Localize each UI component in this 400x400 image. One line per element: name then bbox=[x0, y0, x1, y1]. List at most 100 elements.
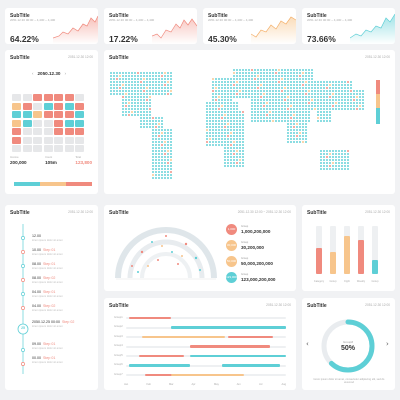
map-dot bbox=[224, 126, 226, 128]
calendar-day-cell[interactable] bbox=[43, 119, 53, 127]
gantt-bar[interactable] bbox=[170, 326, 286, 329]
calendar-day-cell[interactable] bbox=[22, 119, 32, 127]
gantt-bar[interactable] bbox=[145, 373, 184, 377]
calendar-day-cell[interactable] bbox=[33, 111, 42, 118]
map-dot bbox=[323, 99, 325, 101]
map-dot bbox=[305, 102, 307, 104]
gantt-bar[interactable] bbox=[129, 316, 171, 320]
prev-arrow-icon[interactable]: ‹ bbox=[306, 340, 309, 348]
calendar-grid[interactable] bbox=[12, 94, 86, 152]
timeline-item[interactable]: 08.00 Step 02 lorem ipsum dolor sit amet bbox=[32, 276, 62, 284]
calendar-day-cell[interactable] bbox=[54, 136, 63, 144]
calendar-day-cell[interactable] bbox=[75, 111, 84, 118]
calendar-day-cell[interactable] bbox=[64, 111, 74, 118]
prev-month-icon[interactable]: ‹ bbox=[31, 71, 34, 76]
map-dot bbox=[254, 93, 256, 95]
timeline-item[interactable]: 00.00 Step 01 lorem ipsum dolor sit amet bbox=[32, 356, 62, 364]
calendar-day-cell[interactable] bbox=[54, 111, 63, 118]
map-dot bbox=[146, 108, 148, 110]
calendar-day-cell[interactable] bbox=[75, 145, 84, 152]
calendar-day-cell[interactable] bbox=[12, 145, 21, 152]
calendar-day-cell[interactable] bbox=[43, 94, 53, 101]
map-dot bbox=[299, 129, 301, 131]
calendar-day-cell[interactable] bbox=[22, 102, 32, 110]
calendar-day-cell[interactable] bbox=[64, 119, 74, 127]
gantt-bar[interactable] bbox=[138, 354, 184, 358]
map-dot bbox=[218, 123, 220, 125]
map-dot bbox=[239, 93, 241, 95]
calendar-day-cell[interactable] bbox=[64, 136, 74, 144]
calendar-day-cell[interactable] bbox=[33, 145, 42, 152]
map-dot bbox=[323, 87, 325, 89]
calendar-day-cell[interactable] bbox=[22, 145, 32, 152]
map-dot bbox=[281, 84, 283, 86]
calendar-day-cell[interactable] bbox=[12, 111, 21, 118]
next-month-icon[interactable]: › bbox=[64, 71, 67, 76]
calendar-day-cell[interactable] bbox=[12, 136, 21, 144]
calendar-day-cell[interactable] bbox=[64, 94, 74, 101]
map-dot bbox=[131, 87, 133, 89]
gantt-bar[interactable] bbox=[170, 373, 245, 377]
calendar-day-cell[interactable] bbox=[64, 102, 74, 110]
kpi-subtitle: 2051.12.30 00:00 ~ 4,400 ~ 4,400 bbox=[208, 18, 254, 22]
map-dot bbox=[170, 84, 172, 86]
timeline-item[interactable]: 10.00 Step 01 lorem ipsum dolor sit amet bbox=[32, 248, 62, 256]
calendar-day-cell[interactable] bbox=[54, 128, 63, 135]
calendar-day-cell[interactable] bbox=[64, 145, 74, 152]
calendar-day-cell[interactable] bbox=[22, 94, 32, 101]
calendar-day-cell[interactable] bbox=[43, 111, 53, 118]
calendar-day-cell[interactable] bbox=[64, 128, 74, 135]
gantt-bar[interactable] bbox=[190, 345, 270, 348]
calendar-day-cell[interactable] bbox=[54, 145, 63, 152]
calendar-day-cell[interactable] bbox=[75, 128, 84, 135]
calendar-day-cell[interactable] bbox=[43, 136, 53, 144]
calendar-day-cell[interactable] bbox=[33, 128, 42, 135]
map-dot bbox=[155, 174, 157, 176]
calendar-day-cell[interactable] bbox=[12, 128, 21, 135]
calendar-day-cell[interactable] bbox=[75, 102, 84, 110]
calendar-day-cell[interactable] bbox=[54, 102, 63, 110]
calendar-day-cell[interactable] bbox=[43, 145, 53, 152]
calendar-day-cell[interactable] bbox=[75, 119, 84, 127]
map-dot bbox=[167, 72, 169, 74]
gantt-bar[interactable] bbox=[129, 364, 190, 367]
map-dot bbox=[323, 156, 325, 158]
calendar-day-cell[interactable] bbox=[22, 128, 32, 135]
map-dot bbox=[323, 102, 325, 104]
calendar-day-cell[interactable] bbox=[12, 94, 21, 101]
next-arrow-icon[interactable]: › bbox=[386, 340, 389, 348]
calendar-day-cell[interactable] bbox=[33, 102, 42, 110]
gantt-bar[interactable] bbox=[190, 354, 286, 358]
calendar-day-cell[interactable] bbox=[54, 119, 63, 127]
map-dot bbox=[152, 123, 154, 125]
timeline-item[interactable]: 08.00 Step 01 lorem ipsum dolor sit amet bbox=[32, 262, 62, 270]
map-dot bbox=[293, 93, 295, 95]
calendar-day-cell[interactable] bbox=[33, 94, 42, 101]
calendar-day-cell[interactable] bbox=[12, 119, 21, 127]
map-dot bbox=[167, 75, 169, 77]
gantt-bar[interactable] bbox=[228, 335, 274, 339]
calendar-day-cell[interactable] bbox=[54, 94, 63, 101]
map-dot bbox=[239, 129, 241, 131]
calendar-day-cell[interactable] bbox=[33, 136, 42, 144]
gantt-bar[interactable] bbox=[222, 364, 280, 367]
timeline-item[interactable]: 2050.12.25 00:00 Step 02 lorem ipsum dolor… bbox=[32, 320, 74, 328]
gantt-bar[interactable] bbox=[142, 335, 226, 339]
calendar-day-cell[interactable] bbox=[75, 94, 84, 101]
calendar-day-cell[interactable] bbox=[43, 128, 53, 135]
map-dot bbox=[278, 108, 280, 110]
map-dot bbox=[341, 162, 343, 164]
calendar-day-cell[interactable] bbox=[22, 111, 32, 118]
map-dot bbox=[125, 108, 127, 110]
map-dot bbox=[323, 93, 325, 95]
calendar-day-cell[interactable] bbox=[22, 136, 32, 144]
map-dot bbox=[143, 78, 145, 80]
timeline-item[interactable]: 04.00 Step 01 lorem ipsum dolor sit amet bbox=[32, 290, 62, 298]
timeline-item[interactable]: 12.00 lorem ipsum dolor sit amet bbox=[32, 234, 62, 242]
calendar-day-cell[interactable] bbox=[43, 102, 53, 110]
calendar-day-cell[interactable] bbox=[75, 136, 84, 144]
timeline-item[interactable]: 04.00 Step 02 lorem ipsum dolor sit amet bbox=[32, 304, 62, 312]
calendar-day-cell[interactable] bbox=[12, 102, 21, 110]
timeline-item[interactable]: 09.00 Step 01 lorem ipsum dolor sit amet bbox=[32, 342, 62, 350]
calendar-day-cell[interactable] bbox=[33, 119, 42, 127]
